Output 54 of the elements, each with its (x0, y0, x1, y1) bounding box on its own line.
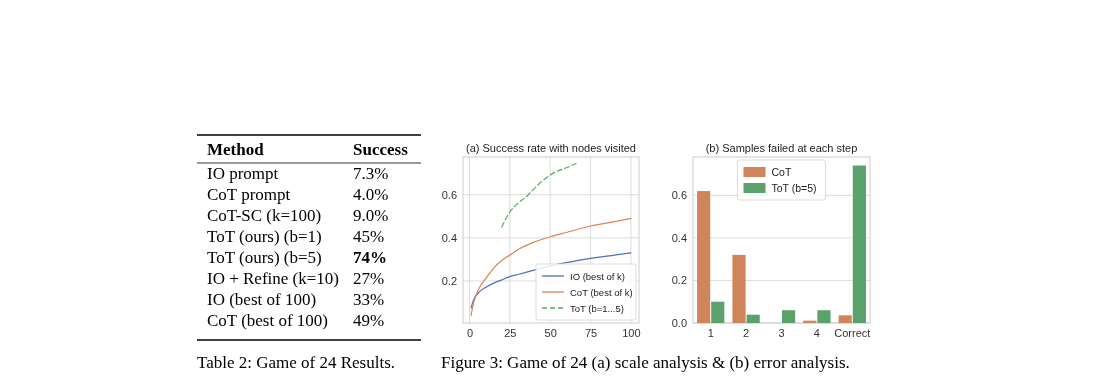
y-tick-label: 0.0 (671, 317, 687, 330)
bar (697, 191, 711, 323)
x-tick-label: 3 (778, 326, 785, 339)
data-label: 27% (353, 268, 385, 288)
text: Table 2: Game of 24 Results. (197, 353, 396, 372)
bar (746, 314, 760, 323)
x-tick-label: 4 (813, 326, 820, 339)
data-label: 4.0% (353, 185, 389, 205)
line-series (470, 217, 632, 317)
category-label: CoT prompt (207, 185, 291, 205)
chart-title: (a) Success rate with nodes visited (466, 142, 636, 154)
category-label: IO (best of 100) (207, 289, 317, 309)
bar (838, 315, 852, 323)
category-label: ToT (ours) (b=5) (207, 247, 322, 267)
y-tick-label: 0.6 (441, 188, 457, 201)
data-label: 45% (353, 227, 385, 247)
x-tick-label: 75 (584, 326, 598, 339)
text: Method (207, 140, 265, 159)
y-tick-label: 0.4 (441, 231, 457, 244)
y-tick-label: 0.2 (671, 274, 687, 287)
x-tick-label: 2 (743, 326, 750, 339)
data-label: 33% (353, 289, 385, 309)
legend-label: CoT (best of k) (570, 287, 633, 298)
x-tick-label: 0 (466, 326, 474, 339)
category-label: IO prompt (207, 164, 279, 184)
bar (852, 165, 866, 323)
x-tick-label: 100 (622, 326, 641, 339)
x-tick-label: 1 (707, 326, 714, 339)
legend-label: CoT (771, 166, 792, 178)
data-label: 7.3% (353, 164, 389, 184)
y-tick-label: 0.2 (441, 274, 457, 287)
x-tick-label: Correct (834, 326, 871, 339)
legend-label: ToT (b=5) (771, 182, 817, 194)
legend-label: IO (best of k) (570, 271, 625, 282)
x-tick-label: 25 (504, 326, 517, 339)
y-tick-label: 0.4 (671, 231, 687, 244)
category-label: CoT (best of 100) (207, 310, 329, 330)
legend-label: ToT (b=1...5) (570, 303, 624, 314)
line-series (501, 162, 577, 228)
data-label: 74% (353, 247, 387, 267)
category-label: CoT-SC (k=100) (207, 206, 322, 226)
y-tick-label: 0.6 (671, 189, 687, 202)
chart-title: (b) Samples failed at each step (705, 142, 858, 154)
bar (732, 254, 746, 323)
text: Success (353, 140, 409, 159)
category-label: ToT (ours) (b=1) (207, 227, 322, 247)
bar (782, 310, 796, 323)
bar (817, 310, 831, 323)
data-label: 9.0% (353, 206, 389, 226)
data-label: 49% (353, 310, 385, 330)
x-tick-label: 50 (544, 326, 557, 339)
caption: Figure 3: Game of 24 (a) scale analysis & (b) error analysis. (441, 353, 850, 372)
bar (711, 301, 725, 323)
category-label: IO + Refine (k=10) (207, 268, 339, 288)
